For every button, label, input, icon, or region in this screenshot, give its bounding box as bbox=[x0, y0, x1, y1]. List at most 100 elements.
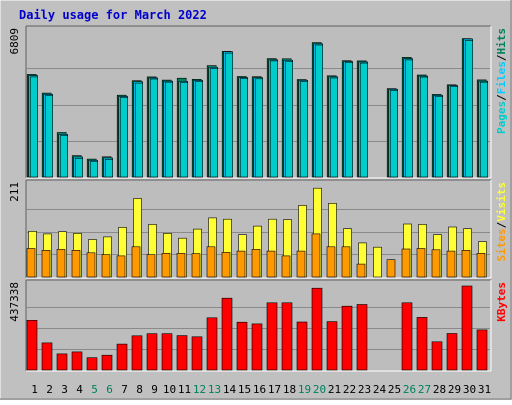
x-tick-label: 22 bbox=[343, 383, 356, 396]
bar-kbytes bbox=[71, 351, 83, 371]
x-tick-label: 15 bbox=[238, 383, 251, 396]
bar-pages bbox=[299, 81, 309, 178]
x-tick-label: 24 bbox=[373, 383, 387, 396]
x-tick-label: 7 bbox=[121, 383, 128, 396]
x-tick-label: 18 bbox=[283, 383, 296, 396]
x-tick-label: 10 bbox=[163, 383, 176, 396]
bar-kbytes bbox=[26, 319, 38, 371]
bar-sites bbox=[116, 255, 126, 278]
bar-sites bbox=[161, 253, 171, 278]
panel-max-label: 211 bbox=[8, 182, 21, 202]
bar-kbytes bbox=[296, 321, 308, 371]
bar-kbytes bbox=[326, 321, 338, 371]
bar-kbytes bbox=[191, 336, 203, 371]
bar-pages bbox=[404, 59, 414, 178]
bar-kbytes bbox=[401, 302, 413, 371]
x-tick-label: 2 bbox=[46, 383, 53, 396]
x-tick-label: 13 bbox=[208, 383, 221, 396]
chart-panels: 6809Pages/Files/Hits211Sites/Visits43733… bbox=[8, 25, 508, 372]
bar-sites bbox=[386, 259, 396, 278]
bar-sites bbox=[311, 233, 321, 278]
bar-kbytes bbox=[416, 317, 428, 371]
bar-pages bbox=[419, 76, 429, 178]
x-tick-label: 17 bbox=[268, 383, 281, 396]
bar-sites bbox=[296, 250, 306, 278]
bar-pages bbox=[284, 61, 294, 178]
x-tick-label: 3 bbox=[61, 383, 68, 396]
bar-pages bbox=[224, 52, 233, 178]
legend-entry: / bbox=[495, 221, 508, 228]
legend-entry: KBytes bbox=[495, 282, 508, 322]
bar-kbytes bbox=[146, 333, 158, 371]
bar-kbytes bbox=[356, 304, 368, 371]
bar-kbytes bbox=[221, 297, 233, 371]
bar-pages bbox=[239, 78, 248, 178]
x-tick-label: 28 bbox=[433, 383, 446, 396]
bar-sites bbox=[401, 248, 411, 278]
x-tick-label: 5 bbox=[91, 383, 98, 396]
bar-kbytes bbox=[476, 329, 488, 371]
bar-kbytes bbox=[236, 321, 248, 371]
bar-sites bbox=[281, 255, 291, 278]
x-tick-label: 1 bbox=[31, 383, 38, 396]
bar-sites bbox=[131, 246, 141, 278]
bar-kbytes bbox=[431, 341, 443, 371]
bar-kbytes bbox=[266, 302, 278, 371]
x-tick-label: 27 bbox=[418, 383, 431, 396]
bar-sites bbox=[446, 250, 456, 278]
x-tick-label: 9 bbox=[151, 383, 158, 396]
bar-pages bbox=[434, 96, 444, 178]
bar-visits bbox=[373, 246, 382, 278]
bar-kbytes bbox=[161, 333, 173, 371]
x-tick-label: 4 bbox=[76, 383, 83, 396]
bar-kbytes bbox=[86, 357, 98, 371]
bar-sites bbox=[206, 246, 216, 278]
bar-pages bbox=[179, 82, 188, 178]
legend-entry: Files bbox=[495, 61, 508, 94]
bar-sites bbox=[431, 249, 441, 278]
bar-sites bbox=[461, 250, 471, 278]
bar-sites bbox=[476, 253, 486, 278]
bar-pages bbox=[194, 81, 203, 178]
bar-pages bbox=[329, 77, 339, 178]
legend-entry: / bbox=[495, 94, 508, 101]
panel-legend: Pages/Files/Hits bbox=[495, 28, 508, 134]
legend-entry: / bbox=[495, 54, 508, 61]
bar-sites bbox=[26, 248, 36, 278]
bar-sites bbox=[416, 248, 426, 278]
x-tick-label: 21 bbox=[328, 383, 341, 396]
bar-sites bbox=[56, 249, 66, 278]
panel-kbytes: 437338 KBytes bbox=[8, 279, 508, 372]
x-tick-label: 23 bbox=[358, 383, 371, 396]
bars-sites_visits bbox=[26, 187, 487, 278]
x-tick-label: 29 bbox=[448, 383, 461, 396]
x-tick-label: 26 bbox=[403, 383, 416, 396]
x-tick-label: 8 bbox=[136, 383, 143, 396]
bar-pages bbox=[149, 78, 158, 178]
chart-title: Daily usage for March 2022 bbox=[19, 8, 207, 22]
bar-sites bbox=[86, 252, 96, 278]
bar-sites bbox=[146, 254, 156, 278]
bar-pages bbox=[389, 90, 399, 178]
bar-kbytes bbox=[281, 302, 293, 371]
legend-entry: Hits bbox=[495, 28, 508, 55]
bar-pages bbox=[164, 81, 173, 178]
panel-max-label: 6809 bbox=[8, 28, 21, 55]
legend-entry: Visits bbox=[495, 182, 508, 222]
legend-entry: Pages bbox=[495, 101, 508, 134]
x-tick-label: 31 bbox=[478, 383, 491, 396]
bars-kbytes bbox=[26, 285, 488, 371]
bar-kbytes bbox=[131, 335, 143, 371]
bar-pages bbox=[254, 78, 263, 178]
x-tick-label: 11 bbox=[178, 383, 191, 396]
bar-kbytes bbox=[341, 305, 353, 371]
bar-sites bbox=[251, 249, 261, 278]
bar-sites bbox=[356, 263, 366, 278]
panel-max-label: 437338 bbox=[8, 282, 21, 322]
bar-kbytes bbox=[206, 317, 218, 371]
panel-sites_visits: 211 Sites/Visits bbox=[8, 179, 508, 279]
x-tick-label: 16 bbox=[253, 383, 266, 396]
